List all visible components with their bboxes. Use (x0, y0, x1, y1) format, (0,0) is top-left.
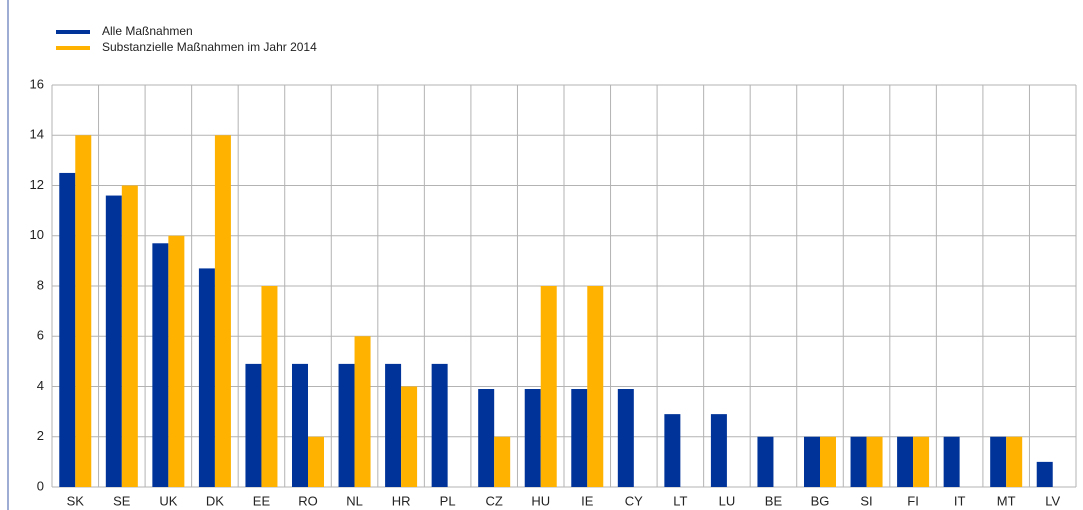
bar (913, 436, 930, 487)
x-tick-label: RO (298, 493, 318, 508)
x-tick-label: BG (811, 493, 830, 508)
bar (308, 436, 324, 487)
bar (292, 363, 308, 487)
x-tick-label: LV (1045, 493, 1060, 508)
bar (850, 436, 867, 487)
bar (401, 386, 418, 487)
x-tick-label: PL (440, 493, 456, 508)
bar (897, 436, 914, 487)
y-tick-label: 16 (30, 76, 44, 91)
x-tick-label: NL (346, 493, 363, 508)
bar (524, 389, 541, 487)
bar (820, 436, 836, 487)
bar (168, 235, 185, 487)
bar (245, 363, 262, 487)
x-tick-label: SI (860, 493, 872, 508)
legend: Alle Maßnahmen Substanzielle Maßnahmen im… (56, 24, 317, 54)
bar (804, 436, 820, 487)
x-tick-label: BE (765, 493, 783, 508)
x-tick-label: EE (253, 493, 271, 508)
bar (494, 436, 511, 487)
x-tick-label: SE (113, 493, 131, 508)
y-tick-label: 12 (30, 177, 44, 192)
bar (75, 135, 92, 487)
bar (617, 389, 634, 487)
bar (710, 414, 727, 487)
bar (152, 243, 169, 487)
y-tick-label: 6 (37, 328, 44, 343)
x-tick-label: DK (206, 493, 224, 508)
x-tick-label: IT (954, 493, 966, 508)
bar (121, 185, 138, 487)
bar (1006, 436, 1023, 487)
bar (540, 286, 557, 487)
legend-label: Substanzielle Maßnahmen im Jahr 2014 (102, 40, 317, 54)
bar (338, 363, 355, 487)
y-tick-label: 2 (37, 428, 44, 443)
x-tick-label: IE (581, 493, 594, 508)
bar (943, 436, 960, 487)
bar (990, 436, 1007, 487)
bar (261, 286, 278, 487)
legend-label: Alle Maßnahmen (102, 24, 193, 38)
bar (431, 363, 448, 487)
y-tick-label: 10 (30, 227, 44, 242)
bar (587, 286, 604, 487)
x-tick-label: CY (625, 493, 643, 508)
x-tick-label: HU (531, 493, 550, 508)
y-tick-label: 0 (37, 478, 44, 493)
bar (214, 135, 231, 487)
y-tick-label: 14 (30, 127, 44, 142)
bar (664, 414, 681, 487)
bar (105, 195, 122, 488)
x-tick-label: LU (719, 493, 736, 508)
bar (59, 172, 76, 487)
x-tick-label: MT (997, 493, 1016, 508)
x-tick-label: HR (392, 493, 411, 508)
bar (757, 436, 774, 487)
y-tick-label: 8 (37, 277, 44, 292)
bar (354, 336, 371, 487)
bar (1036, 461, 1053, 487)
bar (478, 389, 495, 487)
x-tick-label: CZ (486, 493, 503, 508)
x-tick-label: SK (67, 493, 85, 508)
bar (866, 436, 883, 487)
bar (385, 363, 402, 487)
y-tick-label: 4 (37, 378, 44, 393)
x-tick-label: FI (907, 493, 919, 508)
x-tick-label: LT (673, 493, 687, 508)
bar (198, 268, 215, 487)
x-tick-label: UK (159, 493, 177, 508)
bar (571, 389, 588, 487)
